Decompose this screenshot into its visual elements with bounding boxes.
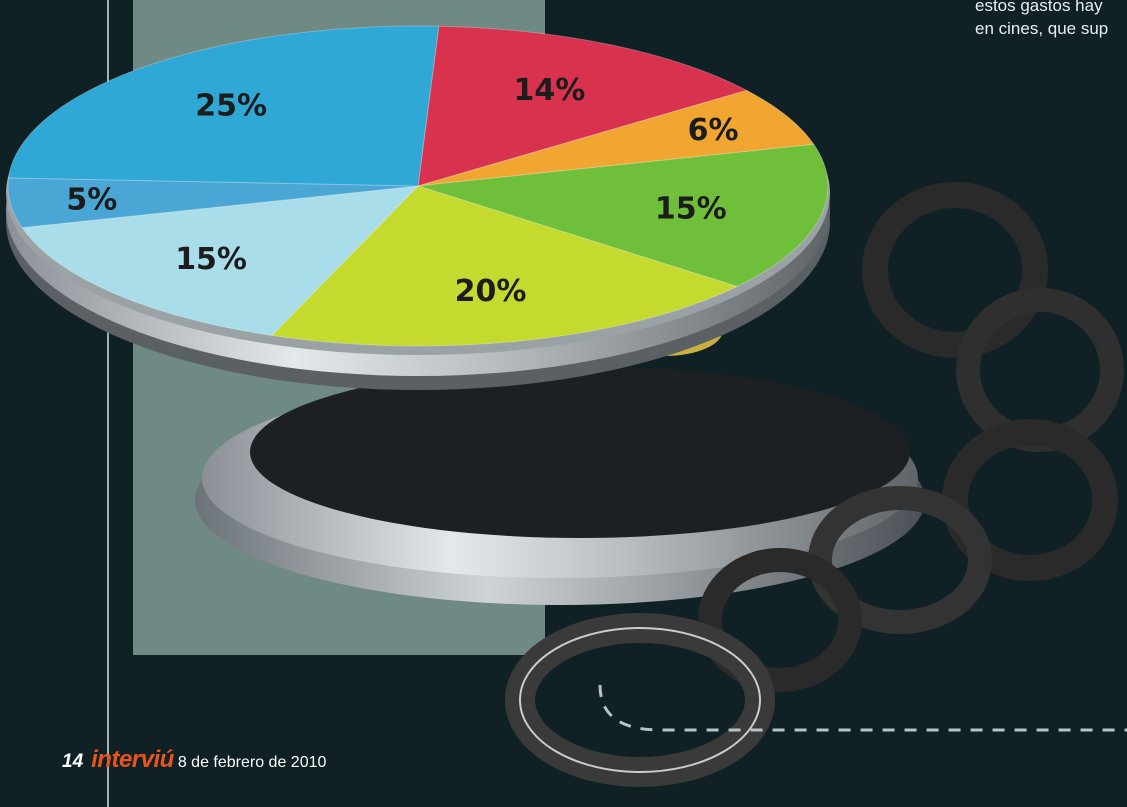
slice-label: 5% — [66, 183, 117, 218]
article-line: estos gastos hay — [975, 0, 1103, 15]
dashed-line — [598, 684, 1127, 732]
article-line: en cines, que sup — [975, 19, 1109, 38]
pie-slice — [270, 185, 739, 347]
canister-base — [195, 304, 925, 605]
pie-slice — [417, 89, 815, 187]
pie-slice — [417, 25, 749, 187]
pie-slices — [7, 25, 829, 347]
issue-date: 8 de febrero de 2010 — [177, 754, 327, 771]
magazine-logo: interviú — [91, 746, 174, 773]
film-strip — [505, 182, 1124, 787]
pie-slice — [7, 177, 419, 229]
slice-label: 25% — [195, 88, 267, 123]
slice-label: 14% — [513, 73, 585, 108]
page-number: 14 — [62, 751, 84, 772]
slice-label: 15% — [655, 191, 727, 226]
pie-slice — [417, 143, 829, 288]
article-text: estos gastos hay en cines, que sup — [975, 0, 1127, 40]
pie-labels: 14% 6% 15% 20% 15% 5% 25% — [66, 73, 738, 309]
slice-label: 20% — [455, 274, 527, 309]
pie-slice — [7, 25, 440, 187]
slice-label: 15% — [175, 242, 247, 277]
page-footer: 14 interviú 8 de febrero de 2010 — [62, 746, 327, 773]
pie-slice — [21, 185, 420, 336]
slice-label: 6% — [688, 113, 739, 148]
